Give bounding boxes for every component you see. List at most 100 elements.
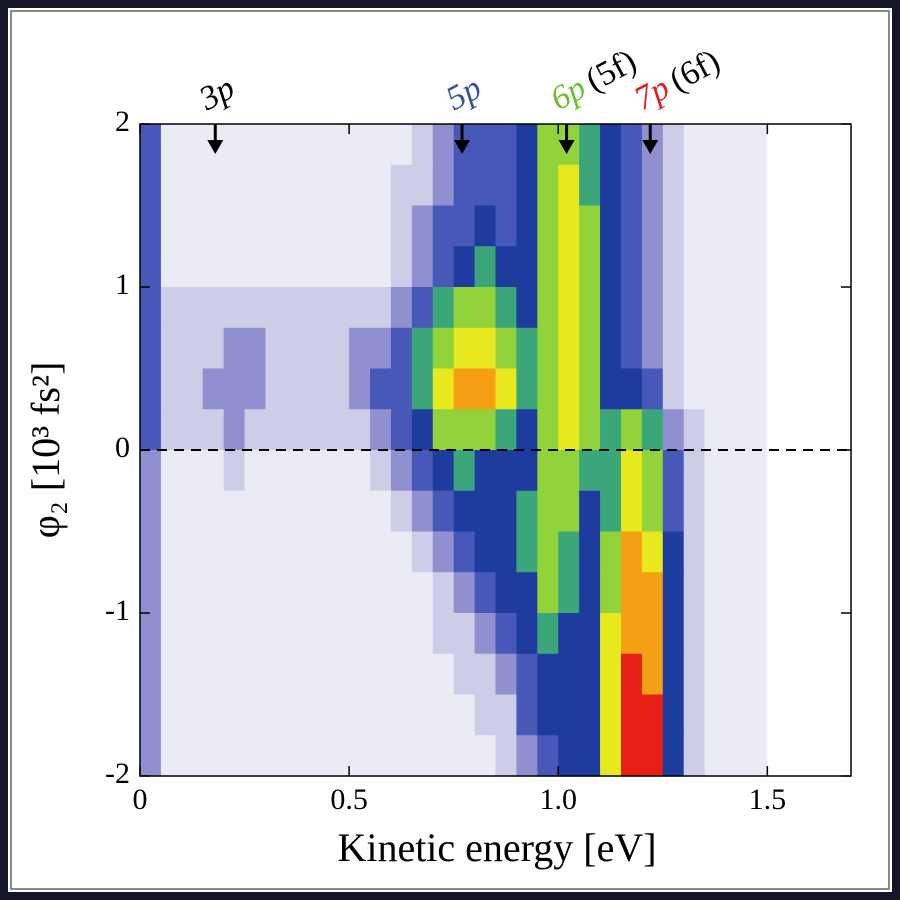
heatmap-cell <box>809 205 831 247</box>
heatmap-cell <box>495 164 518 207</box>
heatmap-cell <box>286 531 308 573</box>
heatmap-cell <box>830 572 852 614</box>
heatmap-cell <box>370 572 392 614</box>
heatmap-cell <box>265 205 287 247</box>
heatmap-cell <box>725 368 748 410</box>
heatmap-cell <box>307 164 329 207</box>
heatmap-cell <box>746 124 768 166</box>
heatmap-cell <box>558 368 580 410</box>
heatmap-cell <box>725 409 748 451</box>
heatmap-cell <box>558 735 580 777</box>
annotation-group: 7p(6f) <box>628 43 726 118</box>
heatmap-cell <box>140 735 162 777</box>
heatmap-cell <box>286 490 308 533</box>
heatmap-cell <box>620 490 643 533</box>
heatmap-cell <box>809 653 831 696</box>
heatmap-cell <box>244 694 267 736</box>
heatmap-cell <box>265 653 287 696</box>
heatmap-cell <box>328 613 350 655</box>
heatmap-cell <box>767 613 789 655</box>
heatmap-cell <box>411 368 434 410</box>
heatmap-cell <box>830 450 852 492</box>
annotation-suffix: (6f) <box>664 43 726 100</box>
heatmap-cell <box>641 613 664 655</box>
heatmap-cell <box>349 450 371 492</box>
heatmap-cell <box>746 287 768 329</box>
heatmap-cell <box>370 409 392 451</box>
heatmap-cell <box>704 327 727 370</box>
heatmap-cell <box>265 287 287 329</box>
heatmap-cell <box>641 531 664 573</box>
heatmap-cell <box>244 450 267 492</box>
annotation-group: 5p <box>440 69 487 118</box>
heatmap-cell <box>411 450 434 492</box>
heatmap-cell <box>140 368 162 410</box>
heatmap-cell <box>244 205 267 247</box>
heatmap-cell <box>328 368 350 410</box>
heatmap-cell <box>495 287 518 329</box>
heatmap-cell <box>746 205 768 247</box>
heatmap-cell <box>788 490 810 533</box>
heatmap-cell <box>579 164 601 207</box>
heatmap-cell <box>662 694 685 736</box>
heatmap-cell <box>140 287 162 329</box>
heatmap-cell <box>662 246 685 288</box>
heatmap-cell <box>516 653 538 696</box>
annotation-arrowhead <box>558 140 575 154</box>
heatmap-cell <box>704 735 727 777</box>
heatmap-cell <box>725 450 748 492</box>
heatmap-cell <box>767 572 789 614</box>
heatmap-cell <box>432 572 455 614</box>
heatmap-cell <box>181 246 204 288</box>
heatmap-cell <box>244 287 267 329</box>
heatmap-cell <box>181 490 204 533</box>
y-tick-label: -2 <box>105 757 130 790</box>
heatmap-cell <box>349 409 371 451</box>
heatmap-cell <box>181 368 204 410</box>
heatmap-cell <box>244 409 267 451</box>
heatmap-cell <box>328 572 350 614</box>
heatmap-cell <box>725 531 748 573</box>
heatmap <box>140 124 852 777</box>
heatmap-cell <box>809 164 831 207</box>
heatmap-cell <box>704 205 727 247</box>
heatmap-cell <box>830 124 852 166</box>
heatmap-cell <box>453 409 476 451</box>
heatmap-cell <box>767 450 789 492</box>
heatmap-cell <box>704 124 727 166</box>
heatmap-cell <box>453 613 476 655</box>
heatmap-cell <box>265 327 287 370</box>
heatmap-cell <box>579 450 601 492</box>
heatmap-cell <box>307 735 329 777</box>
heatmap-cell <box>767 368 789 410</box>
heatmap-cell <box>286 164 308 207</box>
heatmap-cell <box>265 490 287 533</box>
heatmap-cell <box>349 246 371 288</box>
heatmap-cell <box>620 164 643 207</box>
heatmap-cell <box>265 246 287 288</box>
heatmap-cell <box>265 368 287 410</box>
heatmap-cell <box>788 164 810 207</box>
heatmap-cell <box>202 531 225 573</box>
heatmap-cell <box>265 531 287 573</box>
heatmap-cell <box>704 164 727 207</box>
heatmap-cell <box>474 653 497 696</box>
heatmap-cell <box>390 124 413 166</box>
heatmap-cell <box>140 450 162 492</box>
heatmap-cell <box>809 368 831 410</box>
heatmap-cell <box>830 613 852 655</box>
heatmap-cell <box>181 572 204 614</box>
heatmap-cell <box>704 368 727 410</box>
heatmap-cell <box>683 735 706 777</box>
heatmap-cell <box>725 327 748 370</box>
heatmap-cell <box>474 164 497 207</box>
heatmap-cell <box>244 124 267 166</box>
heatmap-cell <box>181 205 204 247</box>
heatmap-cell <box>495 572 518 614</box>
heatmap-cell <box>746 450 768 492</box>
heatmap-cell <box>558 613 580 655</box>
heatmap-cell <box>474 368 497 410</box>
heatmap-cell <box>683 409 706 451</box>
heatmap-cell <box>662 164 685 207</box>
